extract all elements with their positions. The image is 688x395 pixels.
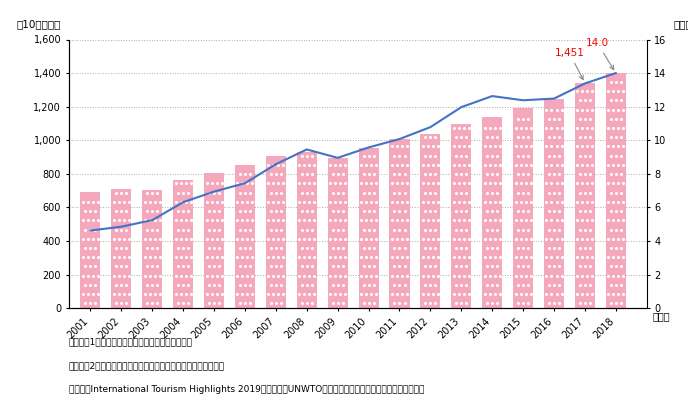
Text: （10億ドル）: （10億ドル） [17,19,61,29]
Text: 資料）「International Tourism Highlights 2019日本語版」UNWTO及び観光白書参考資料より国土交通省作成: 資料）「International Tourism Highlights 201… [69,385,424,394]
Bar [513,109,533,308]
Bar [451,124,471,308]
Bar [605,73,626,308]
Bar [80,192,100,308]
Bar [111,189,131,308]
Bar [358,148,378,308]
Bar [173,180,193,308]
Text: （注）　1　国際観光収入：国際旅客運賌は除く。: （注） 1 国際観光収入：国際旅客運賌は除く。 [69,338,193,347]
Text: （億人）: （億人） [674,19,688,29]
Bar [142,190,162,308]
Text: 1,451: 1,451 [555,48,584,79]
Text: 2　国際観光客数：到着ベース、１泊以上の海外旅行者: 2 国際観光客数：到着ベース、１泊以上の海外旅行者 [69,361,225,371]
Text: 14.0: 14.0 [585,38,614,70]
Bar [204,173,224,308]
Bar [297,152,316,308]
Bar [327,158,347,308]
Text: （年）: （年） [652,311,670,321]
Bar [482,117,502,308]
Bar [235,165,255,308]
Bar [544,99,564,308]
Bar [389,139,409,308]
Bar [266,156,286,308]
Bar [575,83,595,308]
Bar [420,134,440,308]
